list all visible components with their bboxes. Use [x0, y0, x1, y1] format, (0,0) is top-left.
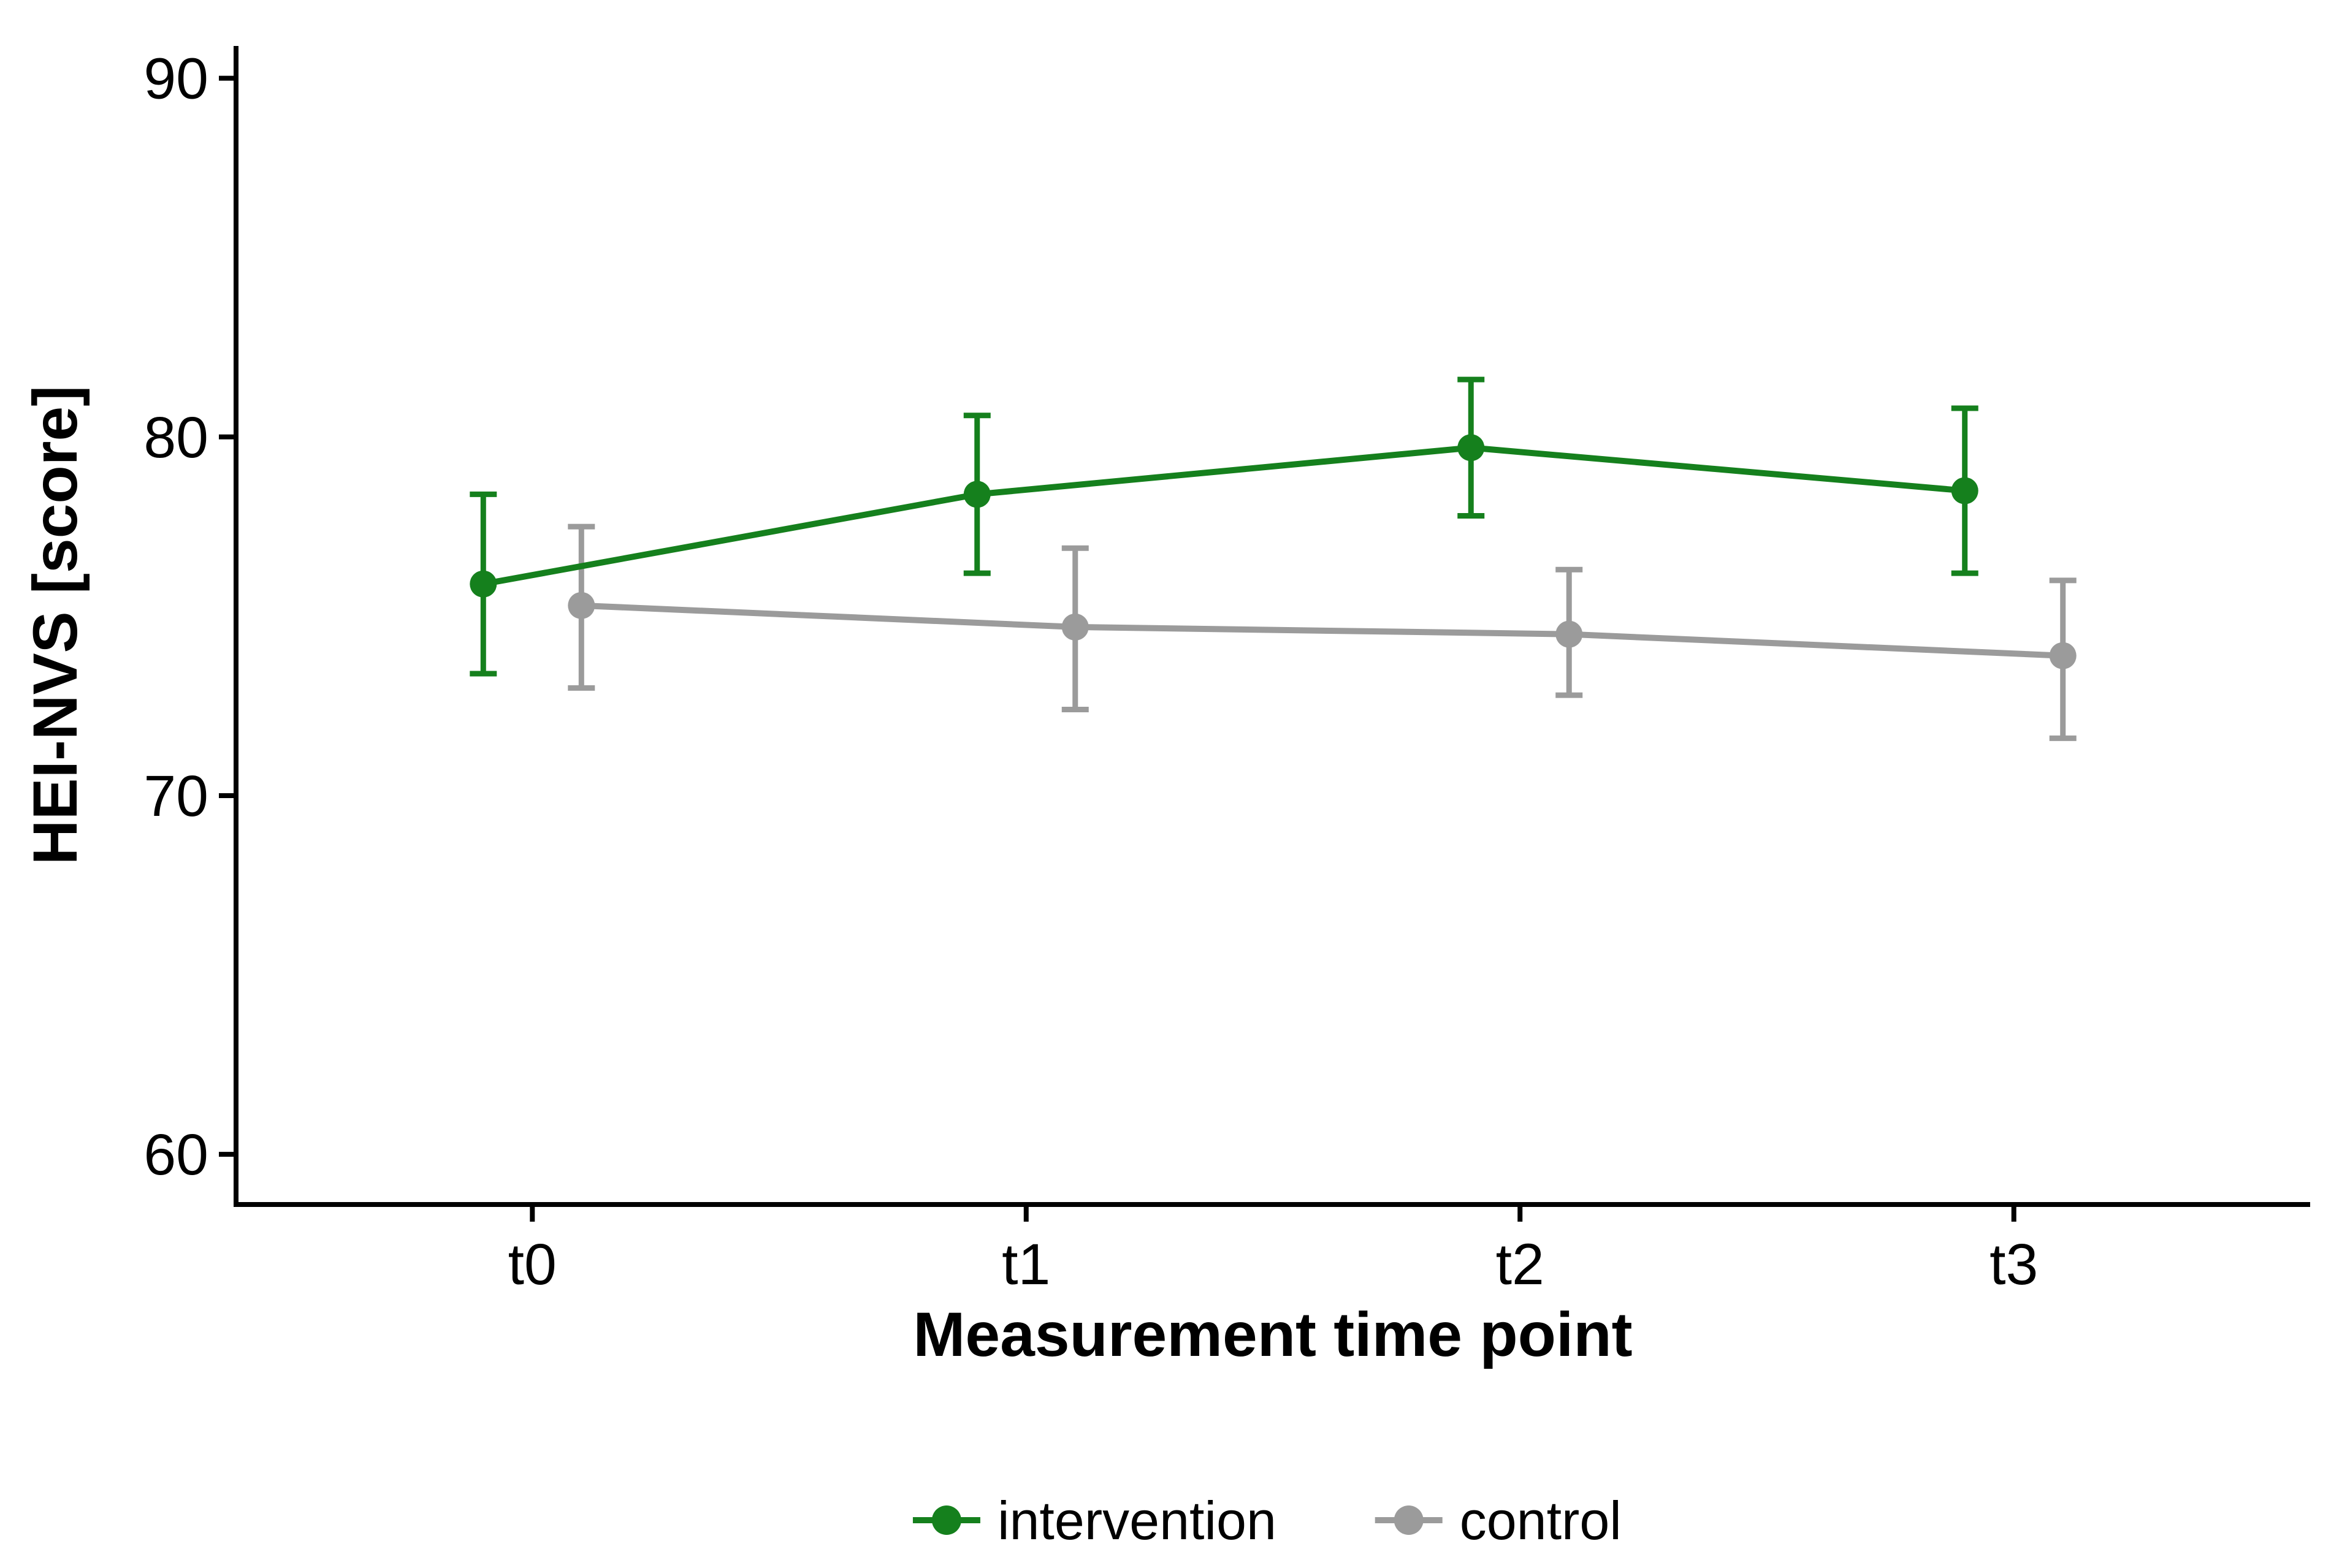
data-point-intervention-t3 — [1951, 477, 1978, 504]
data-point-intervention-t2 — [1457, 434, 1485, 462]
legend-key-dot-intervention — [931, 1505, 961, 1535]
data-point-intervention-t0 — [470, 570, 497, 598]
y-tick-label: 60 — [143, 1122, 208, 1187]
legend: intervention control — [912, 1490, 1622, 1551]
y-axis-title: HEI-NVS [score] — [20, 386, 90, 865]
series-line-intervention — [480, 444, 1968, 587]
x-tick-label: t2 — [1496, 1232, 1544, 1297]
y-tick-label: 70 — [143, 764, 208, 829]
axis-lines — [234, 46, 2310, 1207]
y-tick-label: 90 — [143, 47, 208, 112]
data-point-control-t1 — [1061, 613, 1089, 641]
plot-area: 60 70 80 90 t0 t1 t2 t3 — [143, 46, 2310, 1297]
data-point-control-t0 — [568, 592, 595, 619]
x-tick-label: t1 — [1002, 1232, 1050, 1297]
x-axis-title: Measurement time point — [913, 1300, 1632, 1369]
x-tick-label: t3 — [1990, 1232, 2038, 1297]
x-tick-label: t0 — [508, 1232, 557, 1297]
y-tick-label: 80 — [143, 405, 208, 470]
legend-label-intervention: intervention — [998, 1490, 1276, 1551]
legend-key-dot-control — [1394, 1505, 1424, 1535]
legend-item-intervention: intervention — [912, 1490, 1276, 1551]
data-point-control-t2 — [1555, 620, 1583, 648]
legend-item-control: control — [1375, 1490, 1622, 1551]
data-point-intervention-t1 — [963, 481, 991, 508]
data-point-control-t3 — [2049, 642, 2077, 669]
series-line-control — [578, 602, 2066, 659]
legend-label-control: control — [1460, 1490, 1622, 1551]
